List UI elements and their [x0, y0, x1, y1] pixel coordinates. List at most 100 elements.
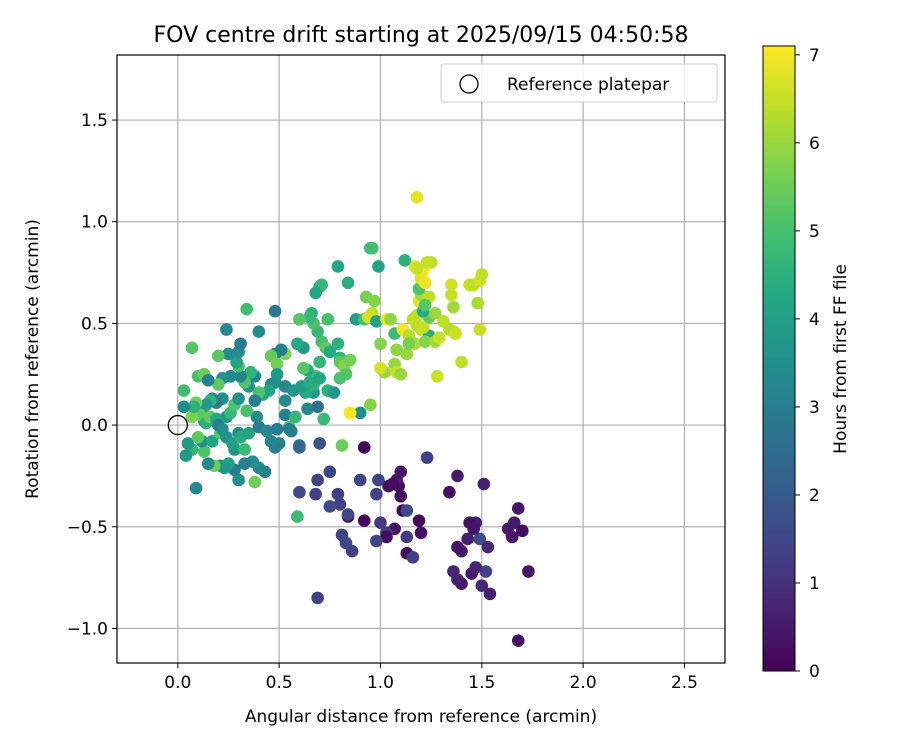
colorbar-tick-label: 3: [809, 398, 820, 418]
scatter-point: [410, 262, 424, 275]
scatter-point: [268, 304, 282, 318]
scatter-point: [343, 406, 357, 420]
scatter-point: [449, 327, 462, 340]
scatter-point: [181, 437, 195, 450]
colorbar-label: Hours from first FF file: [831, 264, 851, 454]
scatter-point: [270, 357, 284, 371]
scatter-point: [475, 268, 489, 281]
chart-title: FOV centre drift starting at 2025/09/15 …: [154, 23, 689, 48]
scatter-point: [191, 430, 205, 444]
x-tick-label: 2.5: [671, 673, 698, 693]
scatter-point: [291, 510, 304, 523]
scatter-point: [270, 422, 284, 436]
scatter-point: [368, 294, 381, 308]
scatter-point: [477, 477, 491, 491]
scatter-point: [501, 522, 515, 536]
scatter-point: [473, 532, 487, 546]
scatter-point: [483, 587, 497, 601]
colorbar-tick-label: 4: [809, 310, 820, 330]
scatter-point: [248, 475, 262, 489]
scatter-point: [234, 369, 247, 383]
scatter-point: [410, 191, 424, 204]
scatter-point: [353, 473, 367, 487]
scatter-point: [467, 522, 480, 536]
scatter-point: [179, 449, 193, 462]
scatter-point: [394, 489, 408, 503]
scatter-point: [406, 550, 420, 564]
scatter-point: [289, 410, 302, 424]
scatter-point: [400, 347, 414, 361]
scatter-point: [428, 306, 442, 320]
scatter-point: [242, 426, 256, 440]
scatter-point: [177, 384, 191, 397]
y-tick-label: 0.5: [81, 314, 108, 334]
scatter-point: [331, 487, 345, 501]
scatter-point: [357, 441, 371, 454]
scatter-point: [278, 408, 292, 422]
scatter-point: [414, 526, 428, 540]
colorbar-tick-label: 1: [809, 574, 820, 594]
scatter-point: [469, 561, 483, 574]
x-axis-ticks: 0.0 0.5 1.0 1.5 2.0 2.5: [164, 663, 698, 693]
scatter-point: [212, 349, 225, 363]
scatter-point: [220, 323, 233, 336]
scatter-point: [216, 422, 229, 436]
colorbar: [762, 45, 796, 672]
scatter-point: [430, 369, 444, 383]
scatter-point: [201, 374, 215, 387]
y-tick-label: −1.0: [67, 619, 108, 639]
scatter-point: [418, 335, 432, 349]
scatter-point: [313, 437, 326, 450]
x-tick-label: 0.0: [164, 673, 191, 693]
scatter-point: [313, 355, 326, 369]
grid-lines: [117, 55, 725, 663]
reference-marker-layer: [167, 414, 188, 436]
colorbar-tick-label: 2: [809, 486, 820, 506]
scatter-point: [370, 534, 383, 548]
scatter-point: [471, 296, 485, 310]
scatter-point: [473, 323, 487, 336]
scatter-point: [317, 412, 331, 426]
scatter-point: [323, 345, 337, 359]
scatter-point: [364, 398, 377, 412]
scatter-point: [301, 402, 314, 416]
scatter-point: [185, 410, 199, 424]
scatter-point: [323, 465, 337, 479]
scatter-point: [366, 241, 379, 255]
scatter-point: [333, 372, 347, 385]
scatter-point: [177, 400, 191, 414]
scatter-point: [234, 337, 247, 351]
scatter-point: [309, 487, 322, 501]
scatter-point: [390, 343, 403, 357]
scatter-point: [432, 331, 446, 344]
scatter-point: [311, 591, 324, 605]
scatter-point: [384, 313, 397, 326]
scatter-point: [382, 479, 395, 493]
x-axis-label: Angular distance from reference (arcmin): [245, 707, 597, 727]
scatter-point: [313, 372, 326, 385]
scatter-point: [303, 311, 316, 324]
legend-reference-marker-icon: [459, 74, 479, 94]
scatter-point: [205, 435, 219, 448]
colorbar-tick-label: 5: [809, 222, 820, 242]
colorbar-tick-label: 0: [809, 662, 820, 682]
scatter-point: [343, 353, 357, 367]
scatter-point: [445, 288, 458, 302]
x-tick-label: 1.5: [468, 673, 495, 693]
scatter-point: [511, 634, 525, 647]
x-tick-label: 0.5: [266, 673, 293, 693]
colorbar-ticks: 0 1 2 3 4 5 6 7: [795, 46, 820, 682]
scatter-point: [232, 473, 245, 487]
scatter-point: [232, 392, 245, 405]
y-tick-label: 1.5: [81, 111, 108, 131]
y-tick-label: −0.5: [67, 518, 108, 538]
scatter-point: [278, 394, 292, 407]
scatter-point: [252, 325, 266, 338]
scatter-point: [416, 321, 430, 334]
scatter-point: [222, 347, 235, 361]
scatter-point: [185, 341, 199, 355]
y-tick-label: 1.0: [81, 213, 108, 233]
scatter-point: [455, 355, 468, 369]
x-tick-label: 2.0: [570, 673, 597, 693]
